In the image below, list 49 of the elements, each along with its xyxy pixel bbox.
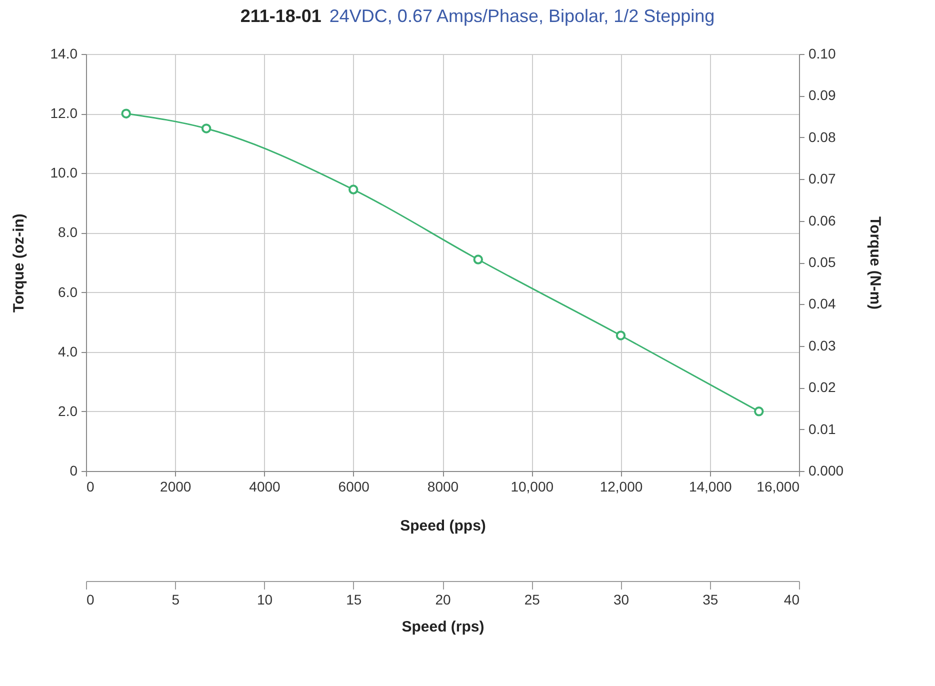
x2-tick-label: 40 (784, 592, 800, 608)
point (616, 330, 626, 340)
y-tick-label: 10.0 (50, 164, 78, 181)
y2-tick-label: 0.09 (808, 87, 836, 104)
x-tick-label: 6000 (338, 478, 370, 494)
x-tick-label: 14,000 (688, 478, 732, 494)
y2-tick-label: 0.02 (808, 379, 836, 396)
point (473, 254, 484, 264)
y2-tick-label: 0.03 (808, 337, 836, 354)
x2-tick-label: 25 (524, 592, 540, 608)
y-tick-label: 8.0 (58, 224, 78, 240)
y-tick-label: 12.0 (50, 105, 78, 122)
point (121, 108, 131, 118)
x2-tick-label: 30 (613, 592, 630, 608)
y2-tick-label: 0.01 (808, 420, 836, 437)
x-tick-label: 12,000 (600, 478, 643, 494)
x-axis-title: Speed (pps) (400, 518, 486, 534)
y-tick-label: 14.0 (50, 46, 78, 62)
y-axis-title: Torque (oz-in) (10, 214, 28, 312)
y2-tick-label: 0.10 (808, 46, 836, 62)
x-tick-label: 0 (86, 478, 94, 494)
x-tick-label: 16,000 (756, 478, 800, 494)
y2-tick-label: 0.07 (808, 170, 836, 187)
y2-tick-label: 0.05 (808, 254, 836, 270)
x2-axis-title: Speed (rps) (402, 618, 484, 636)
x-tick-label: 4000 (249, 478, 281, 494)
x-tick-label: 8000 (427, 478, 459, 494)
y-tick-label: 2.0 (58, 402, 78, 419)
y2-axis-title: Torque (N-m) (866, 216, 884, 310)
point (201, 124, 212, 134)
x2-tick-label: 20 (435, 592, 451, 608)
y-tick-label: 0 (70, 462, 78, 478)
x2-tick-label: 35 (702, 592, 718, 608)
y-tick-label: 4.0 (58, 343, 78, 360)
x2-tick-label: 5 (172, 592, 180, 608)
x2-tick-label: 10 (256, 592, 273, 608)
y2-tick-label: 0.06 (808, 212, 836, 228)
x2-tick-label: 15 (346, 592, 362, 608)
x-tick-label: 2000 (160, 478, 192, 494)
point (348, 184, 358, 194)
point (754, 406, 764, 416)
x-tick-label: 10,000 (510, 478, 554, 494)
y2-tick-label: 0.000 (808, 462, 844, 478)
chart-title: 211-18-01 (240, 6, 322, 26)
chart-subtitle: 24VDC, 0.67 Amps/Phase, Bipolar, 1/2 Stepping (329, 6, 715, 26)
y2-tick-label: 0.04 (808, 296, 836, 312)
x2-tick-label: 0 (86, 592, 94, 608)
y2-tick-label: 0.08 (808, 128, 836, 145)
y-tick-label: 6.0 (58, 284, 78, 300)
